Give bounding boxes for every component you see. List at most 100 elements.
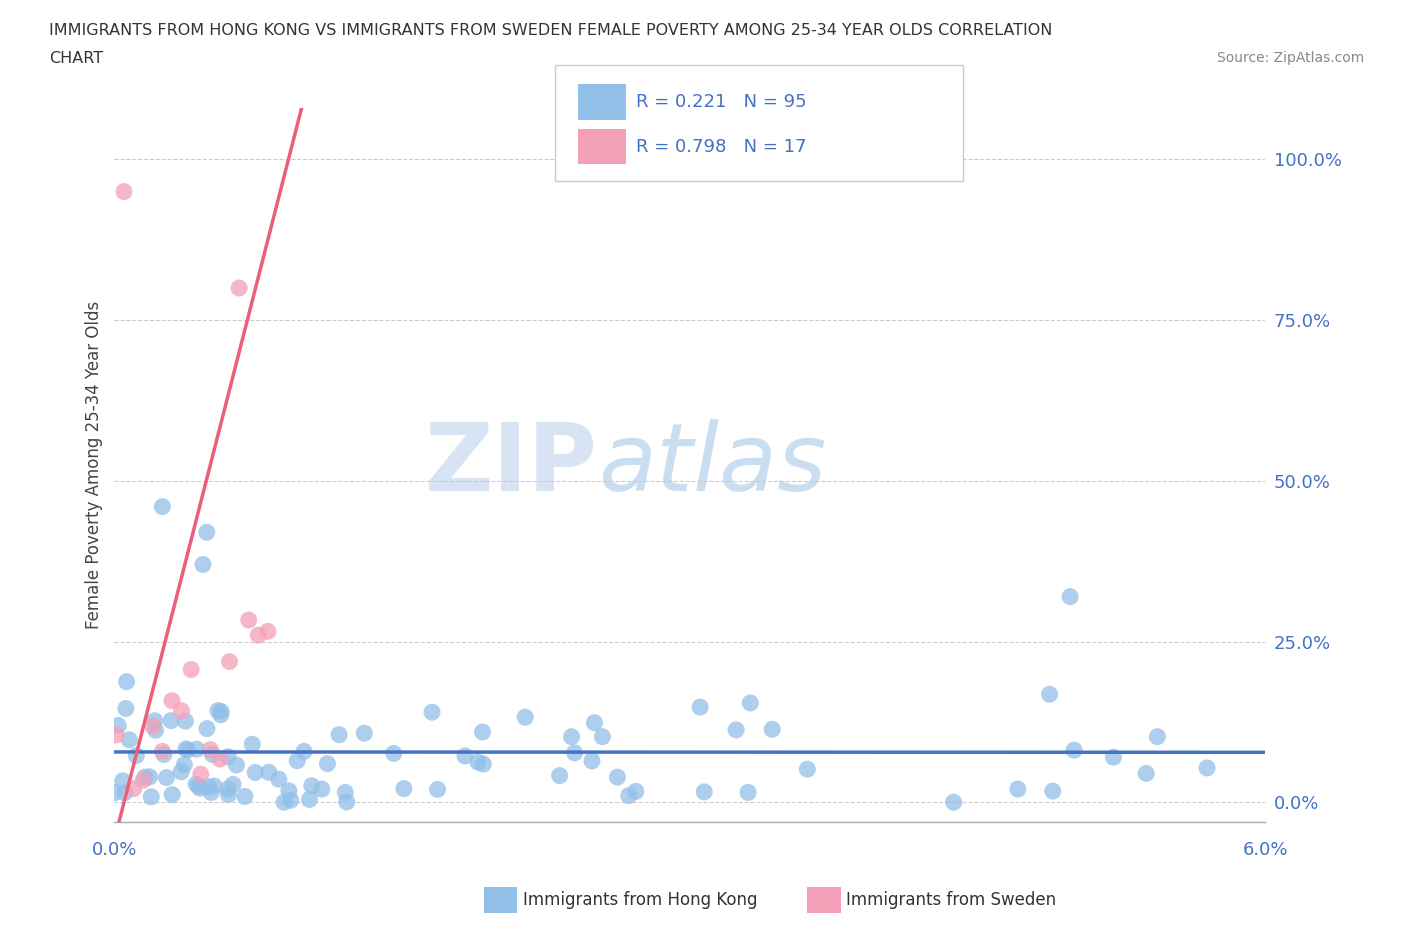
Point xyxy=(115,701,138,716)
Point xyxy=(1007,781,1029,796)
Point xyxy=(426,782,449,797)
Point xyxy=(591,729,613,744)
Point xyxy=(174,741,197,756)
Text: CHART: CHART xyxy=(49,51,103,66)
Point xyxy=(277,783,299,798)
Point xyxy=(1197,761,1219,776)
Point xyxy=(328,727,350,742)
Point xyxy=(1146,729,1168,744)
Text: Immigrants from Hong Kong: Immigrants from Hong Kong xyxy=(523,891,758,910)
Point xyxy=(548,768,571,783)
Point xyxy=(143,713,166,728)
Point xyxy=(316,756,339,771)
Point xyxy=(150,744,173,759)
Point xyxy=(761,722,783,737)
Text: R = 0.798   N = 17: R = 0.798 N = 17 xyxy=(636,138,806,155)
Point xyxy=(796,762,818,777)
Point xyxy=(217,787,239,802)
Point xyxy=(180,662,202,677)
Point xyxy=(225,758,247,773)
Point xyxy=(200,742,222,757)
Point xyxy=(564,745,586,760)
Point xyxy=(160,693,183,708)
Point xyxy=(209,708,232,723)
Point xyxy=(186,777,208,791)
Point xyxy=(1059,590,1081,604)
Point xyxy=(311,781,333,796)
Point xyxy=(1063,743,1085,758)
Text: IMMIGRANTS FROM HONG KONG VS IMMIGRANTS FROM SWEDEN FEMALE POVERTY AMONG 25-34 Y: IMMIGRANTS FROM HONG KONG VS IMMIGRANTS … xyxy=(49,23,1053,38)
Point xyxy=(1102,750,1125,764)
Point xyxy=(1042,784,1064,799)
Point xyxy=(257,624,280,639)
Point xyxy=(1038,686,1060,701)
Point xyxy=(114,785,136,800)
Point xyxy=(335,785,357,800)
Point xyxy=(725,723,748,737)
Point xyxy=(207,703,229,718)
Point xyxy=(280,792,302,807)
Point xyxy=(104,785,127,800)
Point xyxy=(160,713,183,728)
Point xyxy=(191,557,214,572)
Point xyxy=(107,718,129,733)
Point xyxy=(125,748,148,763)
Point xyxy=(471,724,494,739)
Point xyxy=(202,778,225,793)
Text: Immigrants from Sweden: Immigrants from Sweden xyxy=(846,891,1056,910)
Point xyxy=(737,785,759,800)
Point xyxy=(606,770,628,785)
Point xyxy=(238,613,260,628)
Point xyxy=(581,753,603,768)
Point xyxy=(200,785,222,800)
Point xyxy=(217,750,239,764)
Point xyxy=(132,773,155,788)
Point xyxy=(689,699,711,714)
Point xyxy=(285,753,308,768)
Point xyxy=(740,696,762,711)
Point xyxy=(233,789,256,804)
Point xyxy=(195,525,218,539)
Point xyxy=(177,742,200,757)
Point xyxy=(186,742,208,757)
Point xyxy=(170,703,193,718)
Point xyxy=(190,766,212,781)
Point xyxy=(267,772,290,787)
Point xyxy=(208,751,231,766)
Point xyxy=(122,781,145,796)
Point xyxy=(145,723,167,737)
Point xyxy=(142,719,165,734)
Point xyxy=(153,747,176,762)
Point xyxy=(162,787,184,802)
Point xyxy=(174,713,197,728)
Point xyxy=(197,779,219,794)
Point xyxy=(217,781,239,796)
Point xyxy=(150,499,173,514)
Point xyxy=(454,749,477,764)
Point xyxy=(472,757,495,772)
Point xyxy=(134,770,156,785)
Point xyxy=(240,737,263,751)
Point xyxy=(228,281,250,296)
Point xyxy=(1135,766,1157,781)
Point xyxy=(170,764,193,779)
Point xyxy=(624,784,647,799)
Point xyxy=(292,744,315,759)
Point xyxy=(105,727,128,742)
Point xyxy=(301,778,323,793)
Point xyxy=(141,790,163,804)
Point xyxy=(583,715,606,730)
Point xyxy=(273,795,295,810)
Point xyxy=(382,746,405,761)
Point xyxy=(111,774,134,789)
Point xyxy=(560,729,582,744)
Text: R = 0.221   N = 95: R = 0.221 N = 95 xyxy=(636,93,806,111)
Text: atlas: atlas xyxy=(598,419,827,511)
Point xyxy=(392,781,415,796)
Point xyxy=(138,769,160,784)
Point xyxy=(515,710,537,724)
Point xyxy=(245,765,267,780)
Point xyxy=(188,780,211,795)
Point xyxy=(247,628,270,643)
Point xyxy=(693,785,716,800)
